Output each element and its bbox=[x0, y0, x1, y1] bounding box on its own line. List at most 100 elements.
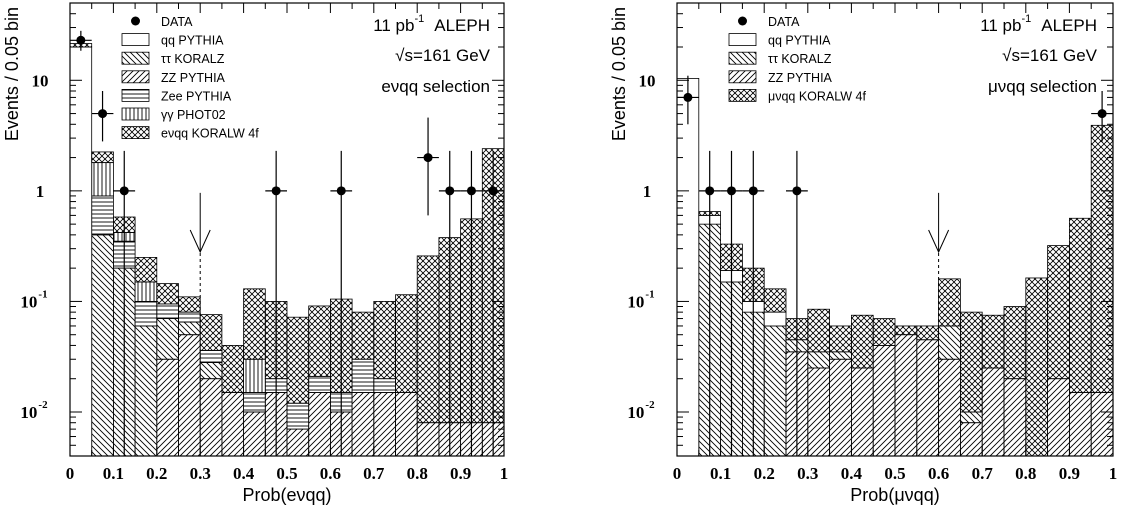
histogram-bar-open bbox=[763, 311, 787, 327]
legend-label: ττ KORALZ bbox=[768, 52, 832, 66]
data-point bbox=[727, 186, 736, 196]
data-point bbox=[1097, 109, 1107, 119]
x-tick-label: 0.9 bbox=[1059, 464, 1080, 483]
legend-label: Zee PYTHIA bbox=[161, 89, 232, 103]
y-tick-label: 1 bbox=[36, 182, 45, 201]
histogram-bar-cross bbox=[134, 257, 158, 283]
data-point bbox=[705, 186, 715, 196]
histogram-bar-diag-up bbox=[156, 358, 179, 457]
info-energy: √s=161 GeV bbox=[395, 46, 491, 65]
legend-label: qq PYTHIA bbox=[768, 34, 831, 48]
histogram-bar-horizontal bbox=[286, 402, 310, 430]
cut-arrow-head bbox=[928, 229, 950, 254]
legend-marker bbox=[738, 16, 747, 26]
legend-label: DATA bbox=[768, 15, 800, 29]
x-tick-label: 1 bbox=[500, 464, 509, 483]
info-luminosity: 11 pb-1 ALEPH bbox=[373, 13, 490, 35]
y-tick-exponent: -2 bbox=[645, 399, 655, 411]
data-point bbox=[336, 186, 346, 196]
histogram-bar-diag-down bbox=[763, 325, 787, 457]
histogram-bar-cross bbox=[981, 314, 1005, 369]
cut-arrow-head bbox=[189, 229, 211, 254]
histogram-bar-diag-up bbox=[199, 378, 223, 457]
histogram-bar-diag-up bbox=[851, 367, 874, 457]
y-tick-label: 10 bbox=[32, 71, 49, 90]
chart-panel-mu: 0 0.1 0.2 0.3 0.4 0.5 0.6 0.7 0.8 0.9 1 Prob(μνqq) 1… bbox=[609, 2, 1118, 505]
info-experiment: ALEPH bbox=[434, 16, 490, 35]
info-experiment: ALEPH bbox=[1041, 16, 1097, 35]
histogram-bar-cross bbox=[1047, 245, 1070, 380]
histogram-bar-cross bbox=[416, 255, 440, 424]
y-tick-label: 10 bbox=[639, 71, 656, 90]
histogram-bar-cross bbox=[373, 301, 396, 380]
data-point bbox=[98, 109, 108, 119]
y-tick-label: 1 bbox=[643, 182, 652, 201]
histogram-bar-diag-up bbox=[221, 392, 244, 457]
info-lumi-value: 11 pb bbox=[373, 16, 414, 35]
histogram-bar-horizontal bbox=[373, 378, 396, 393]
data-point bbox=[466, 186, 476, 196]
histogram-bar-cross bbox=[221, 345, 244, 393]
histogram-bar-diag-down bbox=[178, 321, 201, 336]
y-tick-label: 10-1 bbox=[627, 288, 654, 311]
histogram-bar-cross bbox=[872, 318, 896, 346]
legend-label: ZZ PYTHIA bbox=[768, 71, 833, 85]
data-point bbox=[748, 186, 758, 196]
histogram-bar-open bbox=[676, 78, 700, 457]
x-tick-label: 1 bbox=[1109, 464, 1118, 483]
x-tick-label: 0.7 bbox=[363, 464, 385, 483]
x-tick-label: 0.4 bbox=[233, 464, 255, 483]
histogram-bar-horizontal bbox=[156, 303, 179, 319]
legend-marker bbox=[131, 16, 140, 26]
histogram-bar-horizontal bbox=[134, 301, 158, 327]
histogram-bar-diag-down bbox=[156, 318, 179, 360]
x-tick-label: 0.6 bbox=[320, 464, 341, 483]
histogram-bar-cross bbox=[308, 305, 331, 377]
info-selection: μνqq selection bbox=[988, 77, 1097, 96]
legend-swatch bbox=[728, 33, 757, 46]
y-tick-label: 10-1 bbox=[20, 288, 47, 311]
histogram-bar-cross bbox=[1025, 277, 1049, 457]
info-lumi-value: 11 pb bbox=[980, 16, 1021, 35]
histogram-bar-cross bbox=[829, 325, 852, 353]
x-tick-label: 0 bbox=[66, 464, 75, 483]
histogram-bar-diag-up bbox=[872, 345, 896, 457]
histogram-bar-cross bbox=[851, 314, 874, 369]
info-luminosity: 11 pb-1 ALEPH bbox=[980, 13, 1097, 35]
y-axis-title: Events / 0.05 bin bbox=[609, 7, 629, 141]
histogram-bar-diag-up bbox=[1047, 378, 1070, 457]
histogram-bar-cross bbox=[894, 325, 918, 336]
legend-swatch bbox=[121, 51, 150, 65]
y-tick-label: 10-2 bbox=[20, 399, 48, 422]
histogram-bar-diag-up bbox=[938, 358, 961, 457]
legend-swatch bbox=[121, 126, 150, 139]
info-selection: eνqq selection bbox=[381, 77, 490, 96]
histogram-bar-cross bbox=[763, 288, 787, 313]
histogram-bar-cross bbox=[395, 294, 418, 393]
histogram-bar-vertical bbox=[243, 358, 266, 393]
histogram-bar-diag-up bbox=[1090, 392, 1114, 457]
histogram-bar-diag-up bbox=[1069, 392, 1092, 457]
histogram-bar-horizontal bbox=[308, 375, 331, 393]
x-tick-label: 0.9 bbox=[450, 464, 471, 483]
histogram-bar-diag-down bbox=[134, 325, 158, 457]
histogram-bar-cross bbox=[156, 283, 179, 305]
histogram-bar-diag-up bbox=[1003, 378, 1027, 457]
histogram-bar-cross bbox=[351, 311, 375, 360]
histogram-bar-diag-up bbox=[829, 358, 852, 457]
histogram-bar-diag-up bbox=[351, 392, 375, 457]
legend-swatch bbox=[121, 33, 150, 46]
y-tick-label: 10-2 bbox=[627, 399, 655, 422]
x-tick-label: 0.7 bbox=[972, 464, 994, 483]
x-tick-label: 0.1 bbox=[103, 464, 124, 483]
y-tick-exponent: -2 bbox=[38, 399, 48, 411]
histogram-bar-cross bbox=[286, 316, 310, 404]
histogram-bar-diag-up bbox=[416, 422, 440, 457]
histogram-bar-cross bbox=[1069, 217, 1092, 393]
x-tick-label: 0.8 bbox=[1015, 464, 1036, 483]
x-tick-label: 0.5 bbox=[884, 464, 905, 483]
y-tick-exponent: -1 bbox=[645, 288, 654, 300]
legend-swatch bbox=[728, 70, 757, 84]
x-tick-label: 0.4 bbox=[841, 464, 863, 483]
